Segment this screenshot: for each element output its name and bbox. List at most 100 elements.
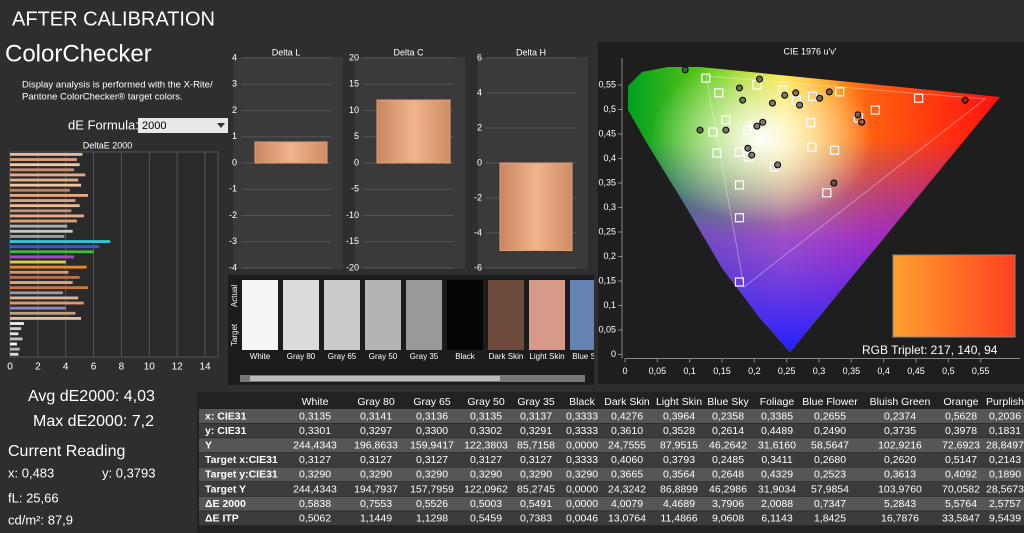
y-tick-label: 0 [611, 349, 616, 359]
table-cell: 0,0000 [566, 439, 598, 451]
y-tick-label: 15 [349, 79, 359, 89]
measured-point [854, 111, 862, 119]
swatch [242, 280, 278, 350]
column-header: Orange [943, 396, 978, 408]
swatch [406, 280, 442, 350]
table-cell: 0,4060 [611, 454, 643, 466]
column-header: Blue Sky [707, 396, 749, 408]
scrollbar-thumb[interactable] [250, 376, 500, 381]
table-row [199, 452, 1024, 467]
table-cell: 0,3300 [416, 425, 448, 437]
row-label: Target y:CIE31 [205, 469, 278, 481]
measured-point [748, 151, 756, 159]
table-cell: 0,5526 [416, 498, 448, 510]
column-header: White [302, 396, 329, 408]
table-cell: 72,6923 [942, 439, 980, 451]
table-cell: 0,3290 [360, 469, 392, 481]
bar [10, 301, 84, 305]
table-cell: 0,3137 [520, 410, 552, 422]
swatch-name: White [250, 352, 271, 361]
bar [10, 229, 73, 233]
table-cell: 58,5647 [811, 439, 849, 451]
row-label: x: CIE31 [205, 410, 247, 422]
table-row [199, 423, 1024, 438]
table-cell: 122,3803 [464, 439, 508, 451]
y-tick-label: 5 [354, 131, 359, 141]
table-cell: 86,8899 [660, 483, 698, 495]
measured-point [744, 144, 752, 152]
swatch-name: Gray 50 [369, 352, 398, 361]
bar [10, 209, 72, 213]
formula-dropdown[interactable]: 2000 [138, 118, 228, 133]
swatch-name: Dark Skin [489, 352, 524, 361]
table-cell: 2,5757 [989, 498, 1021, 510]
y-tick-label: 3 [232, 79, 237, 89]
target-point [734, 180, 745, 190]
bar [10, 296, 79, 300]
dropdown-value[interactable]: 2000 [142, 120, 166, 132]
actual-label: Actual [230, 285, 239, 307]
x-tick-label: 0,3 [813, 366, 826, 376]
y-tick-label: 0,3 [603, 202, 616, 212]
target-point [708, 127, 718, 137]
bar [10, 178, 79, 182]
swatch-name: Gray 35 [410, 352, 439, 361]
bar [10, 250, 94, 254]
avg-de: Avg dE2000: 4,03 [28, 388, 155, 405]
table-cell: 0,2490 [814, 425, 846, 437]
rgb-triplet: RGB Triplet: 217, 140, 94 [862, 343, 998, 357]
table-cell: 0,2655 [814, 410, 846, 422]
swatch [365, 280, 401, 350]
bar [10, 332, 19, 336]
measured-point [792, 89, 800, 97]
chart-title: CIE 1976 u'v' [784, 46, 837, 56]
locus-white [628, 67, 1000, 352]
row-label: y: CIE31 [205, 425, 247, 437]
target-point [807, 91, 818, 101]
target-point [805, 118, 816, 128]
y-tick-label: 2 [477, 122, 482, 132]
dropdown-box[interactable] [138, 118, 228, 133]
bar [10, 158, 77, 161]
x-tick-label: 4 [63, 362, 69, 373]
x-tick-label: 14 [199, 362, 211, 373]
table-cell: 0,3290 [566, 469, 598, 481]
bar [10, 281, 73, 284]
y-tick-label: 0 [477, 157, 482, 167]
y-tick-label: 2 [232, 105, 237, 115]
swatch [324, 280, 360, 350]
table-cell: 4,4689 [663, 498, 695, 510]
table-cell: 0,7383 [520, 512, 552, 524]
bar [10, 235, 65, 238]
measured-point [739, 96, 747, 104]
target-point [913, 93, 924, 103]
chart-title: Delta L [272, 47, 301, 57]
table-cell: 0,1831 [989, 425, 1021, 437]
y-tick-label: -15 [346, 236, 359, 246]
target-point [734, 277, 745, 287]
bar [10, 291, 63, 295]
target-point [870, 105, 880, 115]
y-tick-label: 4 [232, 52, 237, 62]
table-cell: 0,3964 [663, 410, 695, 422]
formula-label: dE Formula: [68, 117, 139, 132]
table-cell: 87,9515 [660, 439, 698, 451]
table-cell: 0,4329 [761, 469, 793, 481]
table-cell: 6,1143 [761, 512, 792, 524]
table-cell: 0,3135 [470, 410, 502, 422]
dropdown-arrow[interactable] [217, 123, 225, 128]
swatch [283, 280, 319, 350]
y-tick-label: 0,15 [598, 275, 616, 285]
y-tick-label: -3 [229, 236, 237, 246]
table-cell: 0,3665 [611, 469, 643, 481]
y-tick-label: 1 [232, 131, 237, 141]
current-reading: Current Reading [8, 443, 125, 460]
table-cell: 0,5062 [299, 512, 331, 524]
table-cell: 0,3127 [299, 454, 331, 466]
table-row [199, 467, 1024, 482]
table-cell: 0,7553 [360, 498, 392, 510]
measured-point [816, 94, 824, 102]
measured-point [796, 101, 804, 109]
bar [10, 255, 75, 259]
table-cell: 1,8425 [814, 512, 846, 524]
